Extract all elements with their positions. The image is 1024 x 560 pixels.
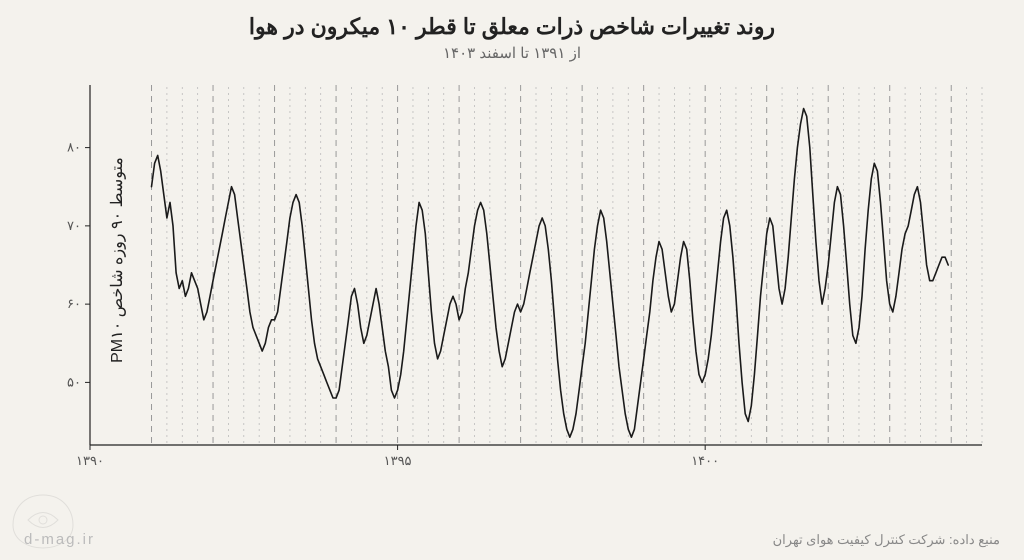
source-text: منبع داده: شرکت کنترل کیفیت هوای تهران <box>773 532 1000 548</box>
chart-title: روند تغییرات شاخص ذرات معلق تا قطر ۱۰ می… <box>0 0 1024 40</box>
svg-text:۶۰: ۶۰ <box>67 296 81 311</box>
svg-text:۷۰: ۷۰ <box>67 218 81 233</box>
svg-text:۱۳۹۰: ۱۳۹۰ <box>76 453 104 468</box>
watermark-text: d-mag.ir <box>24 531 95 548</box>
svg-text:۱۳۹۵: ۱۳۹۵ <box>384 453 412 468</box>
chart-subtitle: از ۱۳۹۱ تا اسفند ۱۴۰۳ <box>0 40 1024 62</box>
svg-text:۵۰: ۵۰ <box>67 374 81 389</box>
svg-text:۸۰: ۸۰ <box>67 140 81 155</box>
chart-area: ۵۰ ۶۰ ۷۰ ۸۰ ۱۳۹۰ ۱۳۹۵ ۱۴۰۰ <box>52 75 992 485</box>
svg-text:۱۴۰۰: ۱۴۰۰ <box>691 453 719 468</box>
chart-svg: ۵۰ ۶۰ ۷۰ ۸۰ ۱۳۹۰ ۱۳۹۵ ۱۴۰۰ <box>52 75 992 485</box>
